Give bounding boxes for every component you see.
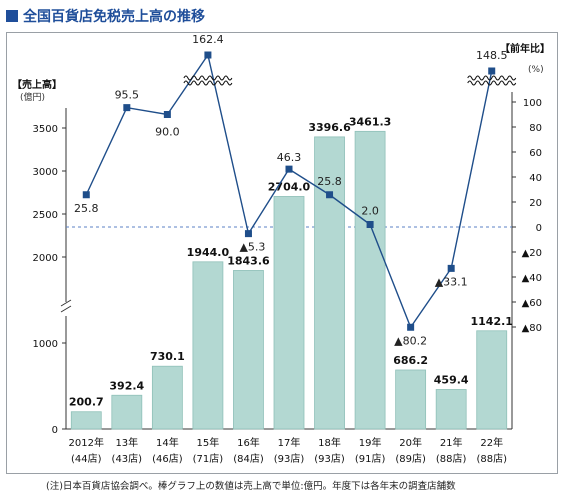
bar-value-label: 459.4	[434, 373, 469, 386]
right-tick-label: ▲80	[522, 323, 542, 334]
axis-break-wave	[467, 80, 517, 86]
chart-title-text: 全国百貨店免税売上高の推移	[23, 9, 205, 25]
left-tick-label: 3000	[33, 167, 58, 178]
bar-value-label: 3461.3	[349, 115, 391, 128]
yoy-point	[204, 51, 212, 59]
yoy-value-label: 162.4	[192, 33, 224, 46]
chart-title: 全国百貨店免税売上高の推移	[6, 6, 205, 26]
x-tick-label: 15年	[197, 436, 220, 449]
yoy-value-label: ▲33.1	[435, 275, 468, 288]
bar-value-label: 1142.1	[471, 315, 513, 328]
x-tick-label: 16年	[237, 436, 260, 449]
x-store-count-label: (89店)	[395, 452, 426, 465]
left-tick-label: 1000	[33, 339, 58, 350]
yoy-value-label: ▲5.3	[239, 241, 265, 254]
yoy-point	[123, 104, 131, 112]
right-tick-label: 60	[529, 148, 542, 159]
bar-22年	[476, 330, 508, 430]
right-tick-label: 20	[529, 198, 542, 209]
chart-note: (注)日本百貨店協会調べ。棒グラフ上の数値は売上高で単位:億円。年度下は各年末の…	[46, 481, 456, 492]
bar-value-label: 200.7	[69, 396, 104, 409]
yoy-point	[285, 165, 293, 173]
x-store-count-label: (93店)	[274, 452, 305, 465]
x-store-count-label: (88店)	[436, 452, 467, 465]
bar-19年	[354, 130, 386, 430]
right-tick-label: 80	[529, 123, 542, 134]
left-tick-label: 2500	[33, 210, 58, 221]
bar-2012年	[70, 411, 102, 430]
bar-value-label: 3396.6	[308, 121, 351, 134]
yoy-point	[163, 111, 171, 118]
bar-17年	[273, 196, 305, 430]
x-store-count-label: (44店)	[71, 452, 102, 465]
bar-value-label: 392.4	[109, 379, 144, 392]
bar-value-label: 730.1	[150, 350, 185, 363]
yoy-value-label: 90.0	[155, 126, 180, 139]
x-tick-label: 14年	[156, 436, 179, 449]
x-tick-label: 20年	[399, 436, 422, 449]
yoy-value-label: 46.3	[277, 151, 302, 164]
right-tick-label: ▲20	[522, 248, 542, 259]
left-tick-label: 0	[52, 425, 58, 436]
bar-value-label: 1944.0	[187, 246, 230, 259]
bar-value-label: 686.2	[393, 354, 428, 367]
yoy-point	[447, 264, 455, 272]
x-tick-label: 2012年	[69, 436, 104, 449]
yoy-value-label: 148.5	[476, 49, 508, 62]
right-tick-label: ▲60	[522, 298, 542, 309]
yoy-point	[488, 67, 496, 75]
left-axis-label: 【売上高】	[12, 78, 62, 91]
x-tick-label: 13年	[115, 436, 138, 449]
x-tick-label: 17年	[278, 436, 301, 449]
left-tick-label: 2000	[33, 253, 58, 264]
x-store-count-label: (46店)	[152, 452, 183, 465]
x-store-count-label: (43店)	[112, 452, 143, 465]
bar-15年	[192, 261, 224, 430]
right-tick-label: 40	[529, 173, 542, 184]
axis-break-wave	[183, 80, 233, 86]
x-tick-label: 18年	[318, 436, 341, 449]
x-tick-label: 22年	[480, 436, 503, 449]
left-tick-label: 3500	[33, 124, 58, 135]
yoy-value-label: 95.5	[115, 89, 140, 102]
x-store-count-label: (71店)	[193, 452, 224, 465]
left-axis-unit: (億円)	[20, 91, 45, 103]
x-store-count-label: (93店)	[314, 452, 345, 465]
bar-value-label: 1843.6	[227, 254, 270, 267]
x-store-count-label: (88店)	[476, 452, 507, 465]
yoy-value-label: 25.8	[74, 202, 99, 215]
yoy-point	[407, 323, 415, 331]
right-tick-label: ▲40	[522, 273, 542, 284]
yoy-value-label: 2.0	[361, 205, 379, 218]
right-tick-label: 0	[536, 223, 542, 234]
x-store-count-label: (91店)	[355, 452, 386, 465]
yoy-point	[366, 221, 374, 228]
axis-break-wave	[467, 75, 517, 81]
right-tick-label: 100	[523, 98, 542, 109]
left-axis-break-mark	[60, 299, 72, 313]
yoy-value-label: ▲80.2	[394, 334, 427, 347]
right-axis-unit: (%)	[528, 65, 544, 75]
yoy-value-label: 25.8	[317, 175, 342, 188]
bar-14年	[151, 365, 183, 430]
bar-18年	[314, 136, 345, 430]
yoy-point	[326, 191, 334, 199]
bar-13年	[111, 394, 143, 430]
bar-16年	[233, 270, 264, 430]
yoy-point	[82, 191, 90, 199]
right-axis-label: 【前年比】	[500, 42, 550, 55]
bar-value-label: 2704.0	[268, 180, 311, 193]
x-store-count-label: (84店)	[233, 452, 264, 465]
x-tick-label: 19年	[359, 436, 382, 449]
yoy-point	[244, 230, 252, 238]
title-square-icon	[6, 10, 18, 22]
bar-20年	[395, 369, 427, 430]
x-tick-label: 21年	[440, 436, 463, 449]
axis-break-wave	[183, 75, 233, 81]
bar-21年	[435, 389, 467, 430]
